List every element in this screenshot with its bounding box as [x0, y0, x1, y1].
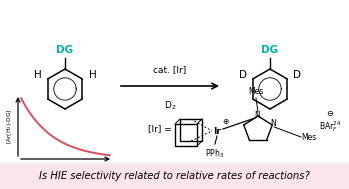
Text: [Ir] =: [Ir] = — [148, 125, 172, 133]
Text: N: N — [254, 111, 260, 119]
FancyBboxPatch shape — [0, 163, 349, 189]
Text: H: H — [89, 70, 96, 81]
Text: $\ominus$: $\ominus$ — [326, 109, 334, 119]
Text: N: N — [270, 119, 276, 129]
Text: PPh$_3$: PPh$_3$ — [206, 147, 224, 160]
Text: D: D — [239, 70, 247, 81]
Text: Mes: Mes — [248, 87, 263, 96]
Text: DG: DG — [57, 45, 74, 55]
Text: [Ar(H$_2$)-DG]: [Ar(H$_2$)-DG] — [6, 109, 15, 144]
Text: cat. [Ir]: cat. [Ir] — [153, 65, 187, 74]
Text: Mes: Mes — [301, 132, 316, 142]
Text: time: time — [56, 169, 75, 178]
Text: DG: DG — [261, 45, 279, 55]
Text: $\oplus$: $\oplus$ — [222, 116, 230, 125]
Text: Ir: Ir — [213, 126, 221, 136]
Text: D$_2$: D$_2$ — [164, 99, 176, 112]
Text: D: D — [294, 70, 302, 81]
Text: Is HIE selectivity related to relative rates of reactions?: Is HIE selectivity related to relative r… — [39, 171, 309, 181]
Text: BAr$_F^{24}$: BAr$_F^{24}$ — [319, 120, 341, 134]
Text: H: H — [34, 70, 42, 81]
